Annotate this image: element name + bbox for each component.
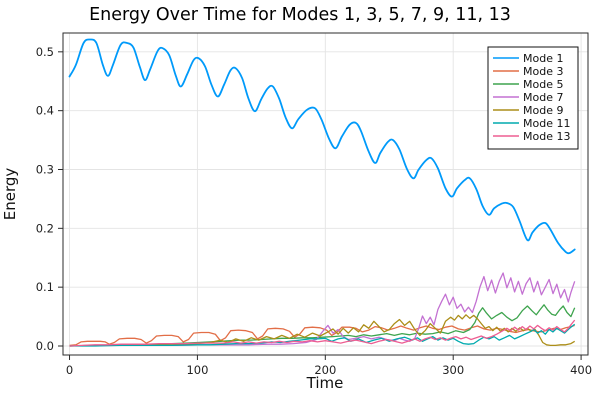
legend-item-label: Mode 3 — [523, 65, 563, 78]
series-lines — [68, 38, 576, 347]
legend-item-label: Mode 11 — [523, 117, 570, 130]
series-line-mode-5 — [69, 304, 576, 347]
axis-ticks — [58, 51, 582, 360]
y-tick-label: 0.2 — [36, 221, 54, 235]
legend-box — [487, 46, 579, 150]
x-tick-label: 400 — [570, 363, 592, 377]
y-tick-label: 0.5 — [36, 45, 54, 59]
x-tick-label: 200 — [314, 363, 336, 377]
series-line-mode-1 — [68, 38, 576, 255]
legend-item-label: Mode 1 — [523, 52, 563, 65]
x-tick-label: 100 — [186, 363, 208, 377]
legend-item-label: Mode 5 — [523, 78, 563, 91]
series-line-mode-7 — [69, 272, 576, 347]
y-tick-label: 0.4 — [36, 104, 54, 118]
y-tick-label: 0.1 — [36, 280, 54, 294]
y-tick-label: 0.3 — [36, 162, 54, 176]
y-tick-label: 0.0 — [36, 339, 54, 353]
tick-labels: 0 100 200 300 400 0.0 0.1 0.2 0.3 0.4 0.5 — [36, 45, 592, 377]
x-axis-label: Time — [306, 374, 344, 392]
legend-item-label: Mode 13 — [523, 130, 570, 143]
x-tick-label: 300 — [442, 363, 464, 377]
legend-item-label: Mode 7 — [523, 91, 563, 104]
y-axis-label: Energy — [1, 168, 19, 221]
legend-item-label: Mode 9 — [523, 104, 563, 117]
x-tick-label: 0 — [66, 363, 73, 377]
series-line-mode-13 — [69, 319, 576, 347]
chart-title: Energy Over Time for Modes 1, 3, 5, 7, 9… — [89, 5, 511, 25]
